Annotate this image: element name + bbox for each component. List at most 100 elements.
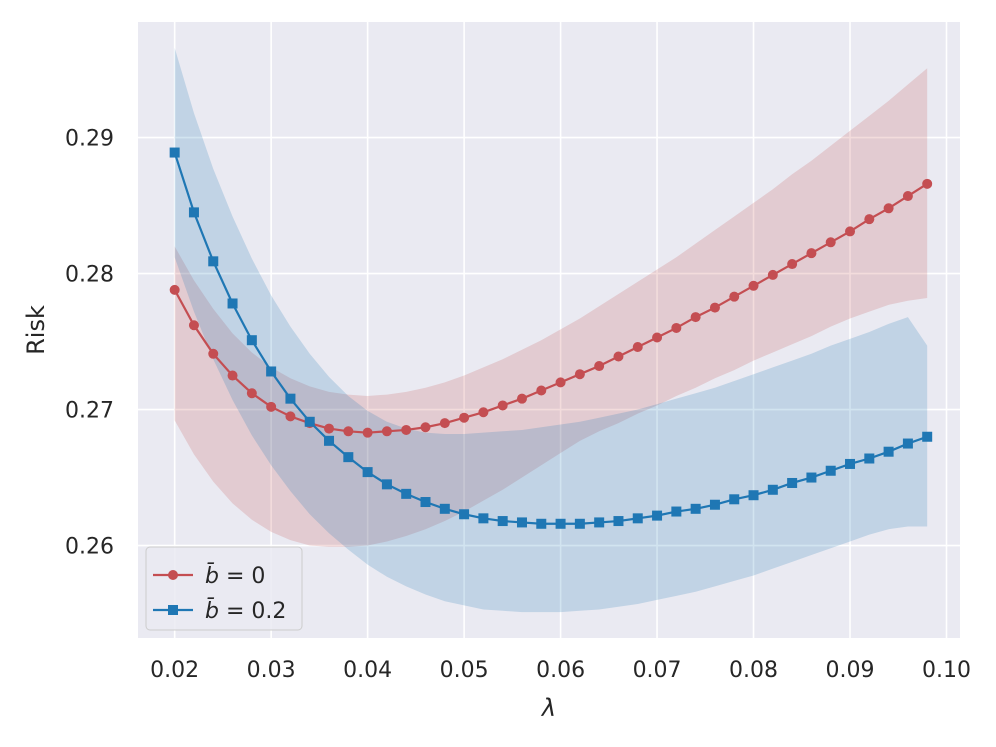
x-tick-label: 0.09 [826,658,875,683]
data-point-series-2 [922,431,933,442]
data-point-series-2 [709,499,720,510]
x-tick-label: 0.04 [343,658,392,683]
y-axis-ticks: 0.26 0.27 0.28 0.29 [65,127,114,560]
x-tick-label: 0.02 [150,658,199,683]
data-point-series-1 [825,237,836,248]
data-point-series-1 [574,369,585,380]
data-point-series-1 [613,351,624,362]
data-point-series-2 [902,438,913,449]
legend-marker-series-1 [168,570,178,580]
data-point-series-1 [381,426,392,437]
y-axis-label: Risk [22,305,50,355]
x-tick-label: 0.03 [247,658,296,683]
data-point-series-1 [902,191,913,202]
data-point-series-2 [497,516,508,527]
x-axis-label: λ [540,694,556,722]
data-point-series-1 [652,332,663,343]
data-point-series-2 [574,518,585,529]
x-tick-label: 0.08 [729,658,778,683]
data-point-series-1 [883,203,894,214]
legend-label-series-2: b̄ = 0.2 [205,598,286,624]
data-point-series-2 [188,207,199,218]
data-point-series-1 [555,377,566,388]
data-point-series-1 [343,426,354,437]
data-point-series-2 [729,494,740,505]
data-point-series-1 [536,385,547,396]
data-point-series-1 [246,388,257,399]
data-point-series-2 [690,503,701,514]
data-point-series-1 [671,322,682,333]
data-point-series-1 [266,401,277,412]
data-point-series-2 [478,513,489,524]
legend-marker-series-2 [168,605,178,615]
legend-value: = 0 [219,564,265,589]
data-point-series-2 [536,518,547,529]
y-tick-label: 0.27 [65,399,114,424]
data-point-series-1 [787,259,798,270]
data-point-series-2 [304,416,315,427]
data-point-series-2 [825,465,836,476]
data-point-series-2 [169,147,180,158]
data-point-series-2 [613,516,624,527]
data-point-series-2 [208,256,219,267]
data-point-series-2 [362,467,373,478]
data-point-series-1 [208,348,219,359]
y-tick-label: 0.28 [65,263,114,288]
data-point-series-1 [478,407,489,418]
data-point-series-1 [806,248,817,259]
legend-variable: b̄ [205,563,219,589]
data-point-series-2 [671,506,682,517]
plot-background [138,22,960,638]
data-point-series-1 [401,424,412,435]
data-point-series-2 [787,477,798,488]
data-point-series-2 [343,452,354,463]
data-point-series-2 [748,490,759,501]
data-point-series-1 [845,226,856,237]
data-point-series-2 [845,458,856,469]
series-lines [173,152,928,525]
data-point-series-2 [227,298,238,309]
data-point-series-2 [285,393,296,404]
legend: b̄ = 0 b̄ = 0.2 [145,546,303,631]
data-point-series-1 [227,370,238,381]
grid-lines [138,22,960,638]
y-tick-label: 0.29 [65,127,114,152]
legend-variable: b̄ [205,598,219,624]
data-point-series-2 [555,518,566,529]
data-point-series-2 [439,503,450,514]
data-point-series-1 [594,361,605,372]
data-point-series-1 [690,312,701,323]
data-point-series-2 [324,435,335,446]
data-point-series-1 [767,269,778,280]
data-point-series-2 [459,509,470,520]
data-point-series-2 [594,517,605,528]
data-point-series-2 [864,453,875,464]
data-point-series-2 [420,497,431,508]
data-point-series-2 [381,479,392,490]
data-point-series-1 [632,341,643,352]
data-point-series-2 [246,335,257,346]
series-line-1 [173,182,928,434]
series-line-2 [173,152,928,525]
y-tick-label: 0.26 [65,535,114,560]
data-point-series-1 [729,291,740,302]
x-axis-ticks: 0.02 0.03 0.04 0.05 0.06 0.07 0.08 0.09 0.10 [150,658,971,683]
data-point-series-1 [709,302,720,313]
data-point-series-1 [497,400,508,411]
data-point-series-2 [806,472,817,483]
data-point-series-1 [864,214,875,225]
legend-label-series-1: b̄ = 0 [205,563,265,589]
data-point-series-2 [883,446,894,457]
x-tick-label: 0.05 [440,658,489,683]
data-point-series-2 [401,488,412,499]
legend-items: b̄ = 0 b̄ = 0.2 [153,563,286,624]
data-point-series-1 [748,280,759,291]
data-point-series-1 [420,422,431,433]
series-markers [169,147,933,529]
data-point-series-1 [188,320,199,331]
data-point-series-2 [516,517,527,528]
data-point-series-1 [169,284,180,295]
x-tick-label: 0.07 [633,658,682,683]
data-point-series-1 [439,418,450,429]
